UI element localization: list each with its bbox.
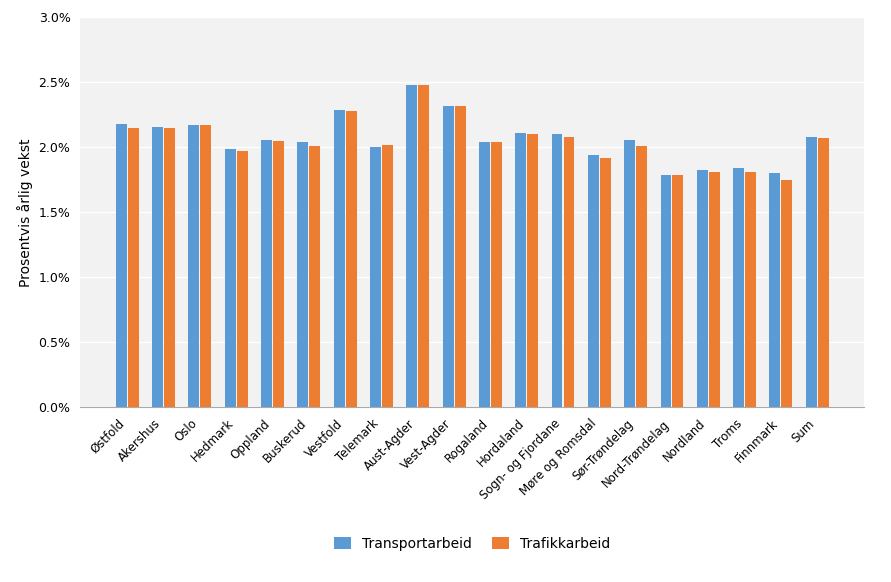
Bar — [527, 134, 538, 407]
Bar — [491, 142, 502, 407]
Bar — [406, 85, 417, 407]
Bar — [127, 128, 139, 407]
Y-axis label: Prosentvis årlig vekst: Prosentvis årlig vekst — [17, 138, 33, 287]
Bar — [733, 168, 744, 407]
Bar — [805, 137, 817, 407]
Bar — [515, 133, 527, 407]
Bar — [709, 172, 720, 407]
Bar — [116, 124, 127, 407]
Bar — [745, 172, 756, 407]
Bar — [382, 145, 393, 407]
Bar — [237, 151, 248, 407]
Legend: Transportarbeid, Trafikkarbeid: Transportarbeid, Trafikkarbeid — [329, 531, 616, 556]
Bar — [673, 175, 683, 407]
Bar — [273, 141, 284, 407]
Bar — [309, 146, 320, 407]
Bar — [164, 128, 175, 407]
Bar — [189, 125, 200, 407]
Bar — [770, 173, 781, 407]
Bar — [600, 158, 610, 407]
Bar — [443, 106, 454, 407]
Bar — [552, 134, 562, 407]
Bar — [697, 169, 707, 407]
Bar — [781, 180, 792, 407]
Bar — [636, 146, 647, 407]
Bar — [418, 85, 429, 407]
Bar — [334, 110, 345, 407]
Bar — [225, 149, 235, 407]
Bar — [261, 140, 272, 407]
Bar — [479, 142, 490, 407]
Bar — [346, 111, 356, 407]
Bar — [625, 140, 635, 407]
Bar — [588, 155, 599, 407]
Bar — [298, 142, 308, 407]
Bar — [660, 175, 672, 407]
Bar — [370, 147, 381, 407]
Bar — [152, 127, 163, 407]
Bar — [563, 137, 575, 407]
Bar — [818, 139, 829, 407]
Bar — [454, 106, 465, 407]
Bar — [200, 125, 211, 407]
